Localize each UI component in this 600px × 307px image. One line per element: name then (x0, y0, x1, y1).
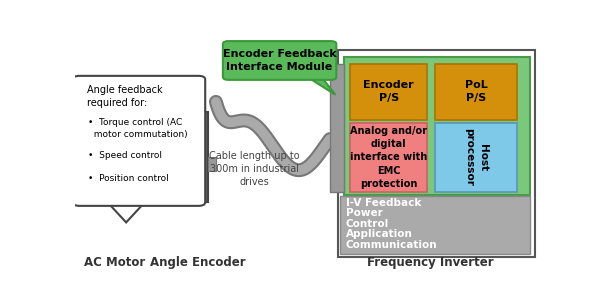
Polygon shape (308, 77, 335, 95)
Text: Communication: Communication (346, 240, 437, 250)
FancyBboxPatch shape (179, 91, 203, 112)
Text: AC Motor: AC Motor (84, 255, 145, 269)
FancyBboxPatch shape (344, 57, 530, 195)
Text: Application: Application (346, 229, 413, 239)
FancyBboxPatch shape (175, 112, 208, 202)
Text: Encoder
P/S: Encoder P/S (364, 80, 414, 103)
Text: •  Torque control (AC
  motor commutation): • Torque control (AC motor commutation) (88, 119, 188, 139)
FancyBboxPatch shape (350, 123, 427, 192)
Text: Control: Control (346, 219, 389, 229)
FancyBboxPatch shape (330, 64, 344, 192)
Text: PoL
P/S: PoL P/S (464, 80, 487, 103)
Text: Encoder Feedback
Interface Module: Encoder Feedback Interface Module (223, 49, 337, 72)
FancyBboxPatch shape (350, 64, 427, 119)
Text: •  Position control: • Position control (88, 174, 169, 183)
Text: Angle Encoder: Angle Encoder (151, 255, 246, 269)
FancyBboxPatch shape (89, 108, 149, 192)
Text: Host
processor: Host processor (464, 128, 488, 186)
Text: Cable length up to
300m in industrial
drives: Cable length up to 300m in industrial dr… (209, 151, 299, 187)
FancyBboxPatch shape (142, 119, 160, 182)
FancyBboxPatch shape (223, 41, 337, 80)
FancyBboxPatch shape (109, 102, 130, 113)
FancyBboxPatch shape (208, 157, 216, 171)
Text: Power: Power (346, 208, 382, 218)
Polygon shape (107, 202, 145, 222)
FancyBboxPatch shape (436, 123, 517, 192)
Text: Angle feedback
required for:: Angle feedback required for: (86, 85, 162, 108)
FancyBboxPatch shape (155, 141, 164, 160)
Text: Analog and/or
digital
interface with
EMC
protection: Analog and/or digital interface with EMC… (350, 126, 427, 189)
Text: I-V Feedback: I-V Feedback (346, 198, 421, 208)
FancyBboxPatch shape (340, 196, 530, 254)
FancyBboxPatch shape (338, 50, 535, 257)
Text: Frequency Inverter: Frequency Inverter (367, 255, 494, 269)
FancyBboxPatch shape (436, 64, 517, 119)
Text: •  Speed control: • Speed control (88, 151, 162, 161)
FancyBboxPatch shape (73, 76, 205, 206)
